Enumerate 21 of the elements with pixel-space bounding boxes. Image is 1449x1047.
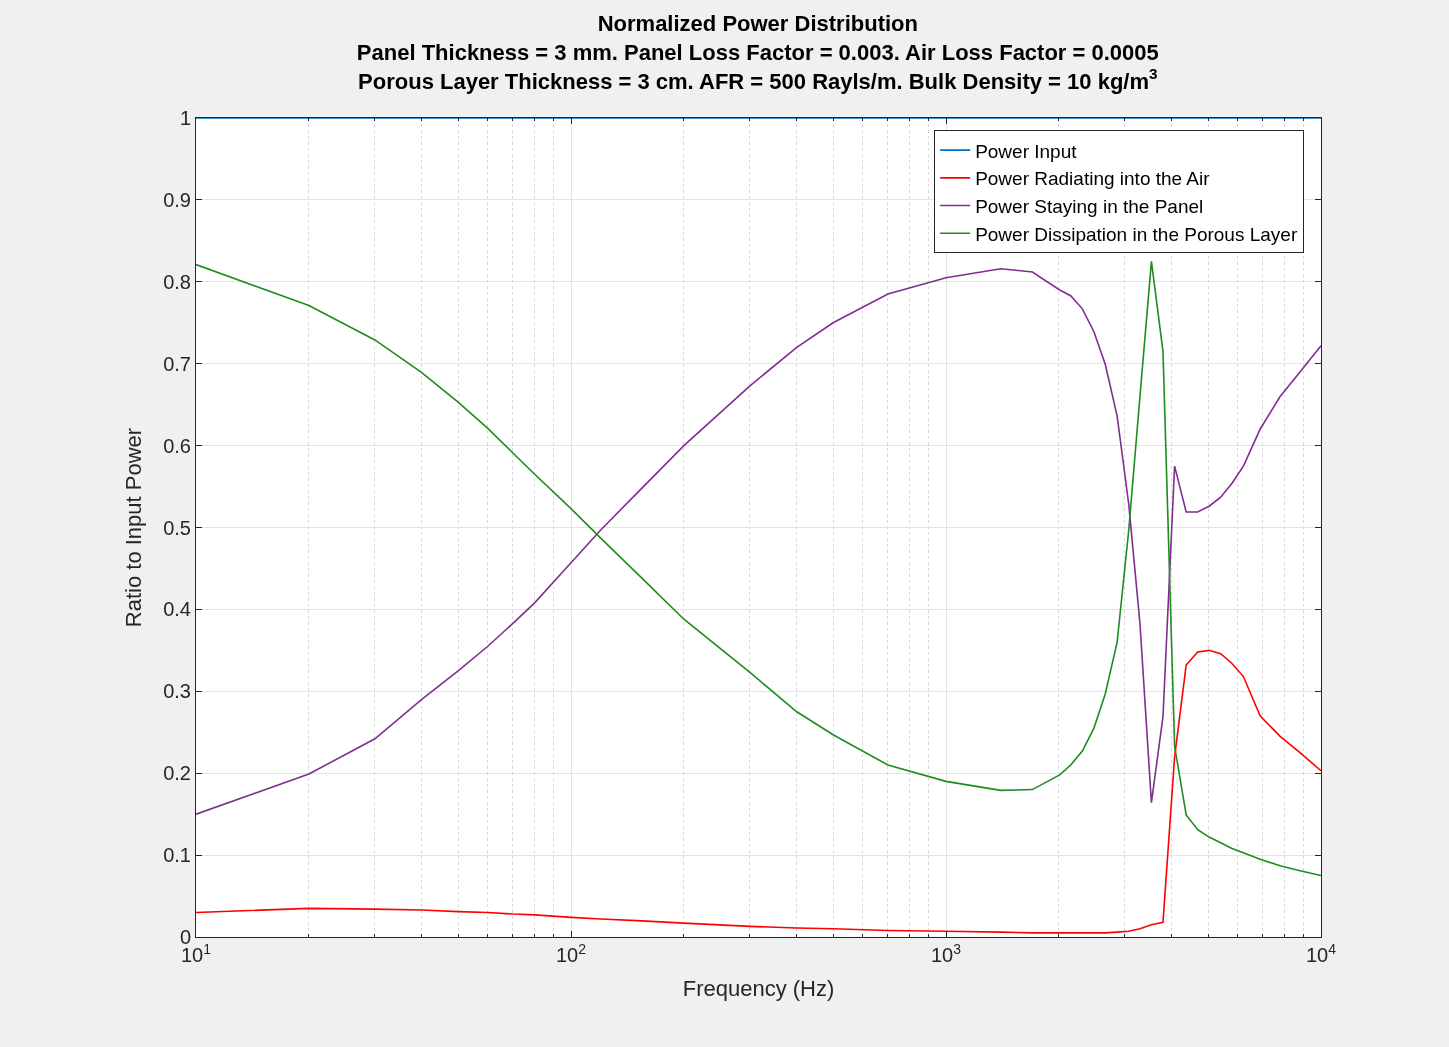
y-tick-label: 0.5 (163, 516, 191, 539)
x-tick-label: 10$^{4}$ (1305, 940, 1337, 966)
x-tick-label: 10$^{2}$ (555, 940, 587, 966)
legend-label: Power Dissipation in the Porous Layer (975, 223, 1298, 245)
y-tick-label: 0.2 (163, 762, 191, 785)
y-tick-label: 0.6 (163, 434, 191, 457)
y-axis-title: Ratio to Input Power (120, 427, 146, 628)
chart-subtitle: Panel Thickness = 3 mm. Panel Loss Factor = 0.003. Air Loss Factor = 0.0005 Porous Layer Thickness = 3 cm. AFR = 500 Rayls/m. Bulk Density = 10 kg/m$^{3}$ (356, 40, 1159, 94)
y-tick-label: 0.1 (163, 844, 191, 867)
legend-label: Power Input (975, 140, 1078, 162)
legend-label: Power Radiating into the Air (975, 168, 1211, 190)
legend-label: Power Staying in the Panel (975, 195, 1204, 217)
x-axis-title: Frequency (Hz) (682, 975, 835, 1001)
y-tick-label: 0.3 (163, 680, 191, 703)
x-tick-label: 10$^{3}$ (930, 940, 962, 966)
y-tick-label: 0.4 (163, 598, 191, 621)
y-tick-label: 0.7 (163, 352, 191, 375)
y-tick-label: 0.8 (163, 270, 191, 293)
y-tick-label: 1 (179, 107, 191, 129)
chart-title: Normalized Power Distribution (597, 11, 918, 37)
y-tick-label: 0.9 (163, 188, 191, 211)
